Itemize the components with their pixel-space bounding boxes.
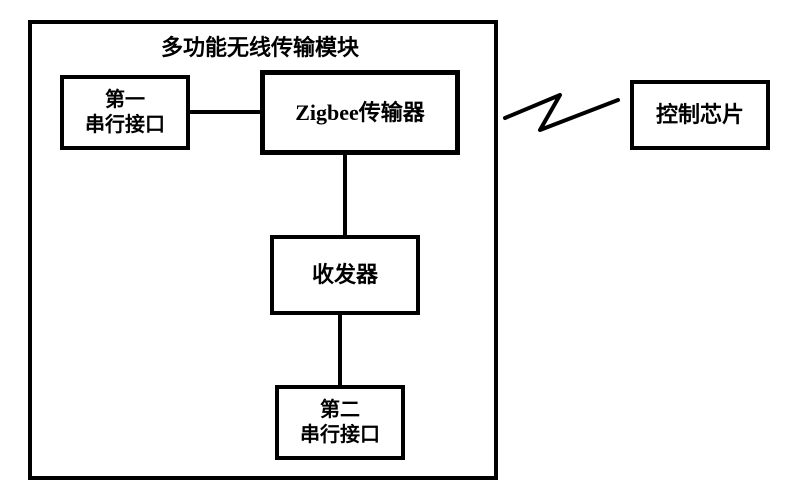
wireless-link-icon [499, 89, 624, 136]
node-second-serial-port: 第二 串行接口 [275, 385, 405, 460]
edge-zigbee-transceiver [343, 155, 347, 235]
edge-transceiver-serial2 [338, 315, 342, 385]
node-zigbee-transmitter: Zigbee传输器 [260, 70, 460, 155]
node-transceiver: 收发器 [270, 235, 420, 315]
edge-serial1-zigbee [190, 110, 260, 114]
diagram-canvas: 多功能无线传输模块 第一 串行接口 Zigbee传输器 收发器 第二 串行接口 … [0, 0, 791, 500]
node-control-chip: 控制芯片 [630, 80, 770, 150]
node-first-serial-port: 第一 串行接口 [60, 75, 190, 150]
module-title: 多功能无线传输模块 [120, 30, 400, 62]
